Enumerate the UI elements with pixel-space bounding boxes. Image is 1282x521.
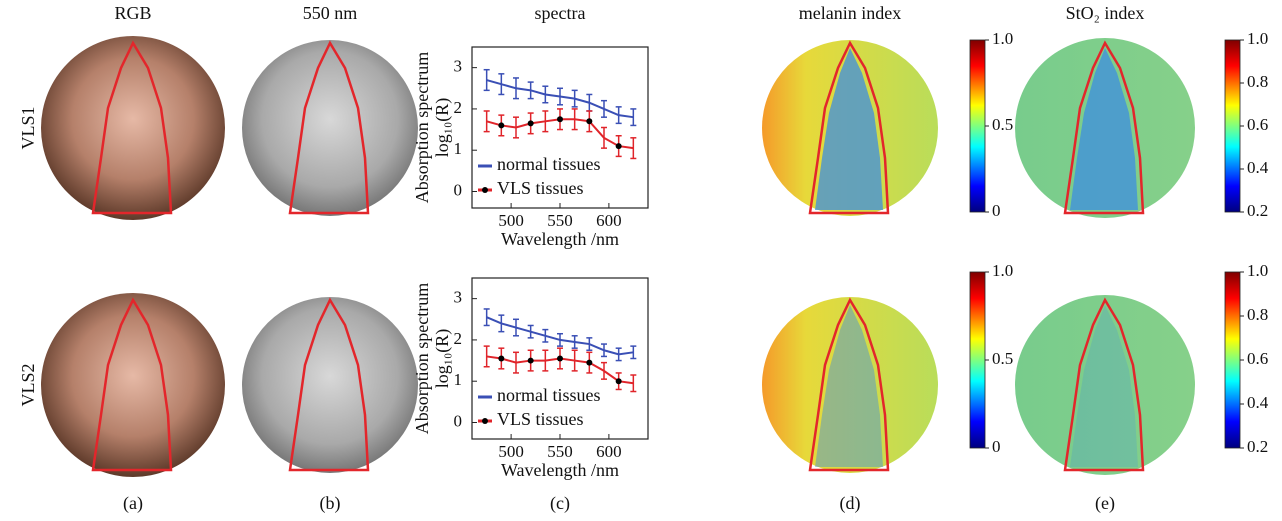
- column-header: 550 nm: [303, 3, 358, 23]
- legend-marker: [482, 187, 488, 193]
- x-axis-label: Wavelength /nm: [501, 229, 619, 249]
- y-tick-label: 2: [454, 98, 463, 117]
- images: [41, 36, 1195, 477]
- point: [586, 118, 593, 125]
- point: [498, 355, 505, 362]
- x-tick-label: 600: [596, 211, 622, 230]
- series-line: [486, 316, 634, 356]
- colorbar-label: 0.4: [1247, 393, 1269, 412]
- panel-label: (a): [123, 493, 143, 514]
- point: [615, 378, 622, 385]
- y-tick-label: 0: [454, 411, 463, 430]
- colorbar-label: 1.0: [992, 261, 1013, 280]
- colorbar-label: 0.5: [992, 115, 1013, 134]
- colorbar-label: 1.0: [1247, 29, 1268, 48]
- legend-label: normal tissues: [497, 154, 601, 174]
- y-axis-label: log₁₀(R): [432, 329, 453, 389]
- colorbar-label: 0.6: [1247, 115, 1268, 134]
- panel-label: (c): [550, 493, 570, 514]
- point: [557, 355, 563, 362]
- x-tick-label: 550: [547, 211, 573, 230]
- point: [615, 143, 622, 150]
- point: [498, 122, 505, 129]
- y-tick-label: 3: [454, 288, 463, 307]
- colorbar-label: 0: [992, 201, 1001, 220]
- colorbar: [969, 271, 986, 449]
- y-axis-label: log₁₀(R): [432, 98, 453, 158]
- point: [557, 116, 563, 123]
- point: [586, 359, 593, 366]
- colorbar-label: 1.0: [992, 29, 1013, 48]
- colorbar-label: 0.8: [1247, 72, 1268, 91]
- legend-label: normal tissues: [497, 385, 601, 405]
- legend-label: VLS tissues: [497, 178, 584, 198]
- column-header: RGB: [114, 3, 151, 23]
- y-axis-label: Absorption spectrum: [412, 52, 432, 203]
- x-tick-label: 500: [498, 211, 524, 230]
- rgb-image: [41, 293, 225, 477]
- colorbar-label: 0.4: [1247, 158, 1269, 177]
- colorbar-label: 0: [992, 437, 1001, 456]
- colorbar-label: 0.6: [1247, 349, 1268, 368]
- colorbar-label: 0.5: [992, 349, 1013, 368]
- row-label: VLS1: [18, 106, 38, 149]
- x-axis-label: Wavelength /nm: [501, 460, 619, 480]
- x-tick-label: 500: [498, 442, 524, 461]
- y-tick-label: 1: [454, 370, 463, 389]
- gray-image: [242, 40, 418, 216]
- x-tick-label: 600: [596, 442, 622, 461]
- row-label: VLS2: [18, 363, 38, 406]
- series-line: [486, 79, 634, 119]
- y-tick-label: 3: [454, 57, 463, 76]
- x-tick-label: 550: [547, 442, 573, 461]
- legend-label: VLS tissues: [497, 409, 584, 429]
- colorbar: [969, 39, 986, 213]
- panel-label: (e): [1095, 493, 1115, 514]
- point: [527, 357, 534, 364]
- point: [527, 120, 534, 127]
- y-tick-label: 2: [454, 329, 463, 348]
- panel-label: (b): [320, 493, 341, 514]
- rgb-image: [41, 36, 225, 220]
- colorbar-label: 1.0: [1247, 261, 1268, 280]
- y-axis-label: Absorption spectrum: [412, 283, 432, 434]
- colorbar-label: 0.8: [1247, 305, 1268, 324]
- colorbar-label: 0.2: [1247, 437, 1268, 456]
- column-header: spectra: [535, 3, 586, 23]
- colorbar: [1224, 39, 1241, 213]
- colorbar: [1224, 271, 1241, 449]
- column-header: StO₂ index: [1066, 3, 1145, 23]
- legend-marker: [482, 418, 488, 424]
- y-tick-label: 1: [454, 139, 463, 158]
- y-tick-label: 0: [454, 180, 463, 199]
- gray-image: [242, 297, 418, 473]
- panel-label: (d): [840, 493, 861, 514]
- colorbar-label: 0.2: [1247, 201, 1268, 220]
- column-header: melanin index: [799, 3, 901, 23]
